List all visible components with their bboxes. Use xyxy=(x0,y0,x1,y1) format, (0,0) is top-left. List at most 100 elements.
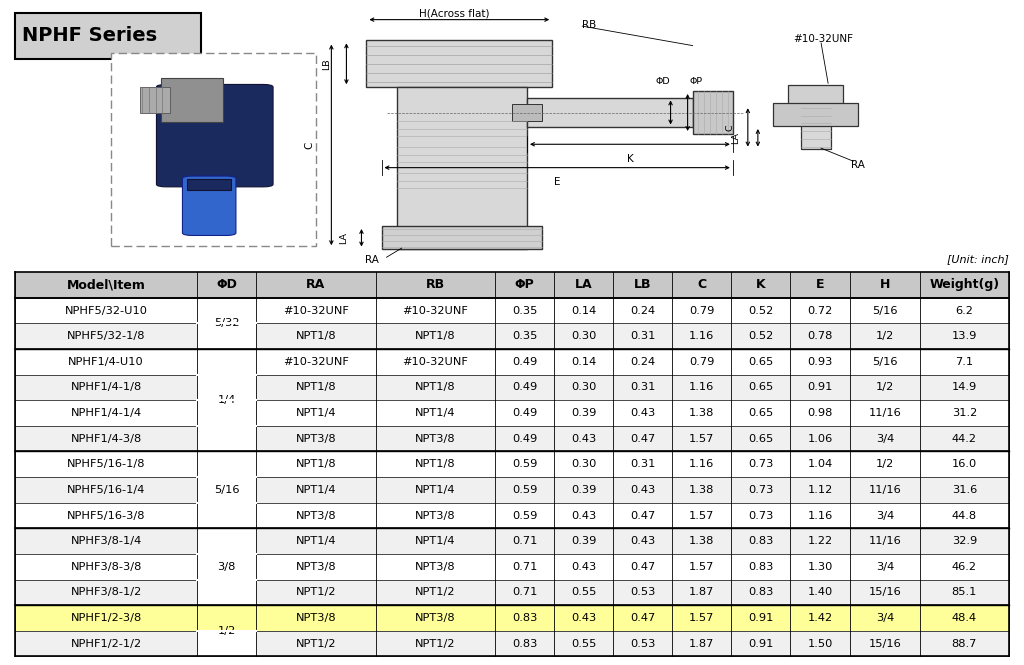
Text: C: C xyxy=(697,279,707,291)
Text: 1.30: 1.30 xyxy=(807,562,833,572)
Text: #10-32UNF: #10-32UNF xyxy=(283,306,349,316)
Text: NPHF1/4-1/8: NPHF1/4-1/8 xyxy=(71,382,141,392)
Text: 16.0: 16.0 xyxy=(951,460,977,469)
Text: 46.2: 46.2 xyxy=(952,562,977,572)
Text: 6.2: 6.2 xyxy=(955,306,974,316)
Text: NPHF5/16-1/4: NPHF5/16-1/4 xyxy=(67,485,145,495)
Text: 11/16: 11/16 xyxy=(868,536,901,546)
Text: C: C xyxy=(304,141,314,148)
Text: 0.30: 0.30 xyxy=(571,331,596,341)
Text: 31.2: 31.2 xyxy=(951,408,977,418)
FancyBboxPatch shape xyxy=(367,41,552,87)
Bar xyxy=(15,272,1009,298)
Bar xyxy=(15,631,1009,656)
Text: 11/16: 11/16 xyxy=(868,485,901,495)
Text: 0.43: 0.43 xyxy=(571,562,596,572)
Text: NPHF1/2-1/2: NPHF1/2-1/2 xyxy=(71,638,141,648)
Text: NPT1/4: NPT1/4 xyxy=(415,408,456,418)
Text: 0.47: 0.47 xyxy=(630,434,655,444)
Text: 0.39: 0.39 xyxy=(571,536,596,546)
Text: 1.87: 1.87 xyxy=(689,638,715,648)
Text: 0.55: 0.55 xyxy=(571,587,596,597)
Text: NPT3/8: NPT3/8 xyxy=(296,562,336,572)
Text: 7.1: 7.1 xyxy=(955,357,974,367)
Text: NPHF3/8-3/8: NPHF3/8-3/8 xyxy=(71,562,142,572)
Text: NPT3/8: NPT3/8 xyxy=(296,613,336,623)
Text: NPT1/8: NPT1/8 xyxy=(296,382,336,392)
Text: 85.1: 85.1 xyxy=(951,587,977,597)
Text: 0.91: 0.91 xyxy=(749,638,773,648)
Text: 3/4: 3/4 xyxy=(876,511,894,521)
Text: 1/2: 1/2 xyxy=(876,460,894,469)
Text: NPT1/8: NPT1/8 xyxy=(296,460,336,469)
Text: 1/2: 1/2 xyxy=(217,626,236,636)
Text: LB: LB xyxy=(634,279,651,291)
Text: 3/4: 3/4 xyxy=(876,613,894,623)
Text: 0.49: 0.49 xyxy=(512,382,538,392)
Text: ΦD: ΦD xyxy=(655,77,670,86)
Text: 0.43: 0.43 xyxy=(571,434,596,444)
Text: 0.30: 0.30 xyxy=(571,382,596,392)
Text: 32.9: 32.9 xyxy=(951,536,977,546)
Text: H(Across flat): H(Across flat) xyxy=(419,8,489,18)
Text: 0.14: 0.14 xyxy=(571,357,596,367)
Text: 13.9: 13.9 xyxy=(951,331,977,341)
Text: 0.43: 0.43 xyxy=(630,536,655,546)
Text: 0.83: 0.83 xyxy=(512,613,538,623)
Text: 1.38: 1.38 xyxy=(689,408,715,418)
Text: C: C xyxy=(725,124,734,131)
FancyBboxPatch shape xyxy=(187,179,231,190)
Text: 0.49: 0.49 xyxy=(512,357,538,367)
Text: NPT1/4: NPT1/4 xyxy=(415,536,456,546)
Text: RB: RB xyxy=(583,20,597,30)
Bar xyxy=(15,554,1009,580)
Text: NPHF1/2-3/8: NPHF1/2-3/8 xyxy=(71,613,141,623)
Text: 1.57: 1.57 xyxy=(689,434,715,444)
Text: 0.43: 0.43 xyxy=(630,408,655,418)
Text: NPT3/8: NPT3/8 xyxy=(296,511,336,521)
Text: 1.38: 1.38 xyxy=(689,485,715,495)
Text: #10-32UNF: #10-32UNF xyxy=(794,34,853,44)
Bar xyxy=(198,605,256,631)
FancyBboxPatch shape xyxy=(527,98,692,128)
Text: NPHF5/16-1/8: NPHF5/16-1/8 xyxy=(67,460,145,469)
Text: 1.87: 1.87 xyxy=(689,587,715,597)
Text: K: K xyxy=(756,279,766,291)
Text: #10-32UNF: #10-32UNF xyxy=(402,306,468,316)
Text: Weight(g): Weight(g) xyxy=(930,279,999,291)
Text: 0.72: 0.72 xyxy=(807,306,833,316)
FancyBboxPatch shape xyxy=(157,84,273,187)
Bar xyxy=(15,503,1009,528)
Text: NPT3/8: NPT3/8 xyxy=(415,562,456,572)
Text: NPHF1/4-1/4: NPHF1/4-1/4 xyxy=(71,408,141,418)
Text: [Unit: inch]: [Unit: inch] xyxy=(947,254,1009,265)
Bar xyxy=(198,452,256,528)
Text: 0.39: 0.39 xyxy=(571,408,596,418)
Text: LA: LA xyxy=(339,231,348,244)
Text: 0.83: 0.83 xyxy=(749,536,773,546)
Bar xyxy=(15,580,1009,605)
FancyBboxPatch shape xyxy=(801,104,831,150)
Text: RA: RA xyxy=(306,279,326,291)
Text: NPT1/2: NPT1/2 xyxy=(415,587,456,597)
Bar xyxy=(15,400,1009,426)
Text: 0.73: 0.73 xyxy=(749,511,773,521)
Text: 0.65: 0.65 xyxy=(749,357,773,367)
Text: 0.31: 0.31 xyxy=(630,460,655,469)
Bar xyxy=(15,452,1009,477)
Text: RB: RB xyxy=(426,279,444,291)
Text: 0.73: 0.73 xyxy=(749,460,773,469)
Text: 0.39: 0.39 xyxy=(571,485,596,495)
Text: 15/16: 15/16 xyxy=(868,587,901,597)
Text: #10-32UNF: #10-32UNF xyxy=(283,357,349,367)
Bar xyxy=(198,605,256,656)
Text: NPHF1/4-3/8: NPHF1/4-3/8 xyxy=(71,434,141,444)
Text: 1.16: 1.16 xyxy=(689,331,715,341)
FancyBboxPatch shape xyxy=(162,78,223,122)
FancyBboxPatch shape xyxy=(773,102,858,126)
Text: 1.16: 1.16 xyxy=(807,511,833,521)
Text: 1.40: 1.40 xyxy=(807,587,833,597)
Text: 3/8: 3/8 xyxy=(217,562,236,572)
Text: 0.52: 0.52 xyxy=(749,306,773,316)
Text: NPT3/8: NPT3/8 xyxy=(415,613,456,623)
